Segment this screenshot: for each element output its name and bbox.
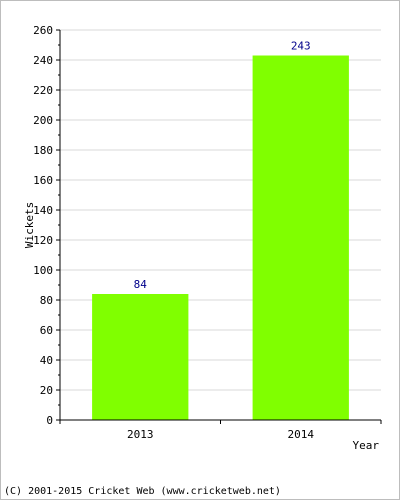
y-tick-label: 40 — [40, 354, 53, 367]
y-tick-label: 80 — [40, 294, 53, 307]
data-label-2014: 243 — [291, 40, 311, 53]
x-tick-label: 2013 — [127, 428, 154, 441]
y-tick-label: 140 — [33, 204, 53, 217]
x-axis-title: Year — [353, 439, 380, 452]
y-tick-label: 0 — [46, 414, 53, 427]
y-tick-label: 180 — [33, 144, 53, 157]
y-axis-ticks: 0 20 40 60 80 100 120 140 160 180 200 220 240 260 — [33, 24, 60, 427]
x-axis-ticks: 2013 2014 — [59, 420, 382, 441]
y-tick-label: 240 — [33, 54, 53, 67]
bar-2014 — [252, 55, 349, 420]
y-tick-label: 220 — [33, 84, 53, 97]
bar-2013 — [92, 294, 189, 420]
y-tick-label: 60 — [40, 324, 53, 337]
y-tick-label: 120 — [33, 234, 53, 247]
y-tick-label: 100 — [33, 264, 53, 277]
data-labels: 84 243 — [134, 40, 311, 292]
bars — [92, 55, 349, 420]
y-tick-label: 200 — [33, 114, 53, 127]
y-tick-label: 160 — [33, 174, 53, 187]
y-axis-title: Wickets — [23, 202, 36, 248]
y-tick-label: 260 — [33, 24, 53, 37]
y-tick-label: 20 — [40, 384, 53, 397]
data-label-2013: 84 — [134, 278, 148, 291]
x-tick-label: 2014 — [288, 428, 315, 441]
copyright-footer: (C) 2001-2015 Cricket Web (www.cricketwe… — [4, 486, 281, 497]
